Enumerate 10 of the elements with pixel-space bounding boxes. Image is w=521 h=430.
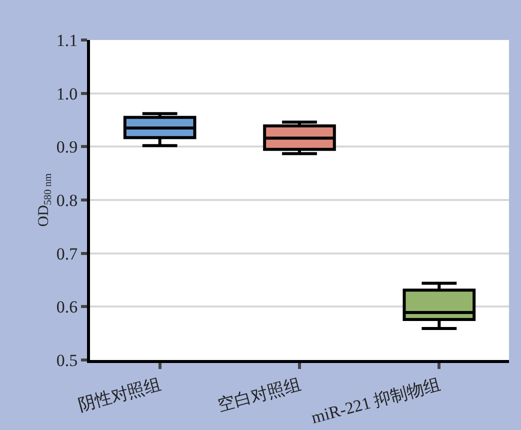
y-tick-label: 0.9 bbox=[56, 138, 78, 157]
x-tick-label: 空白对照组 bbox=[216, 374, 303, 415]
y-tick-label: 1.1 bbox=[56, 30, 78, 50]
y-tick-label: 0.5 bbox=[56, 350, 78, 370]
x-tick-label: 阴性对照组 bbox=[76, 374, 164, 415]
y-tick-label: 0.6 bbox=[56, 298, 78, 317]
y-tick-label: 0.7 bbox=[56, 244, 78, 264]
x-tick-label: miR-221 抑制物组 bbox=[309, 374, 442, 428]
y-tick-label: 0.8 bbox=[56, 190, 78, 210]
y-tick-label: 1.0 bbox=[56, 84, 78, 104]
